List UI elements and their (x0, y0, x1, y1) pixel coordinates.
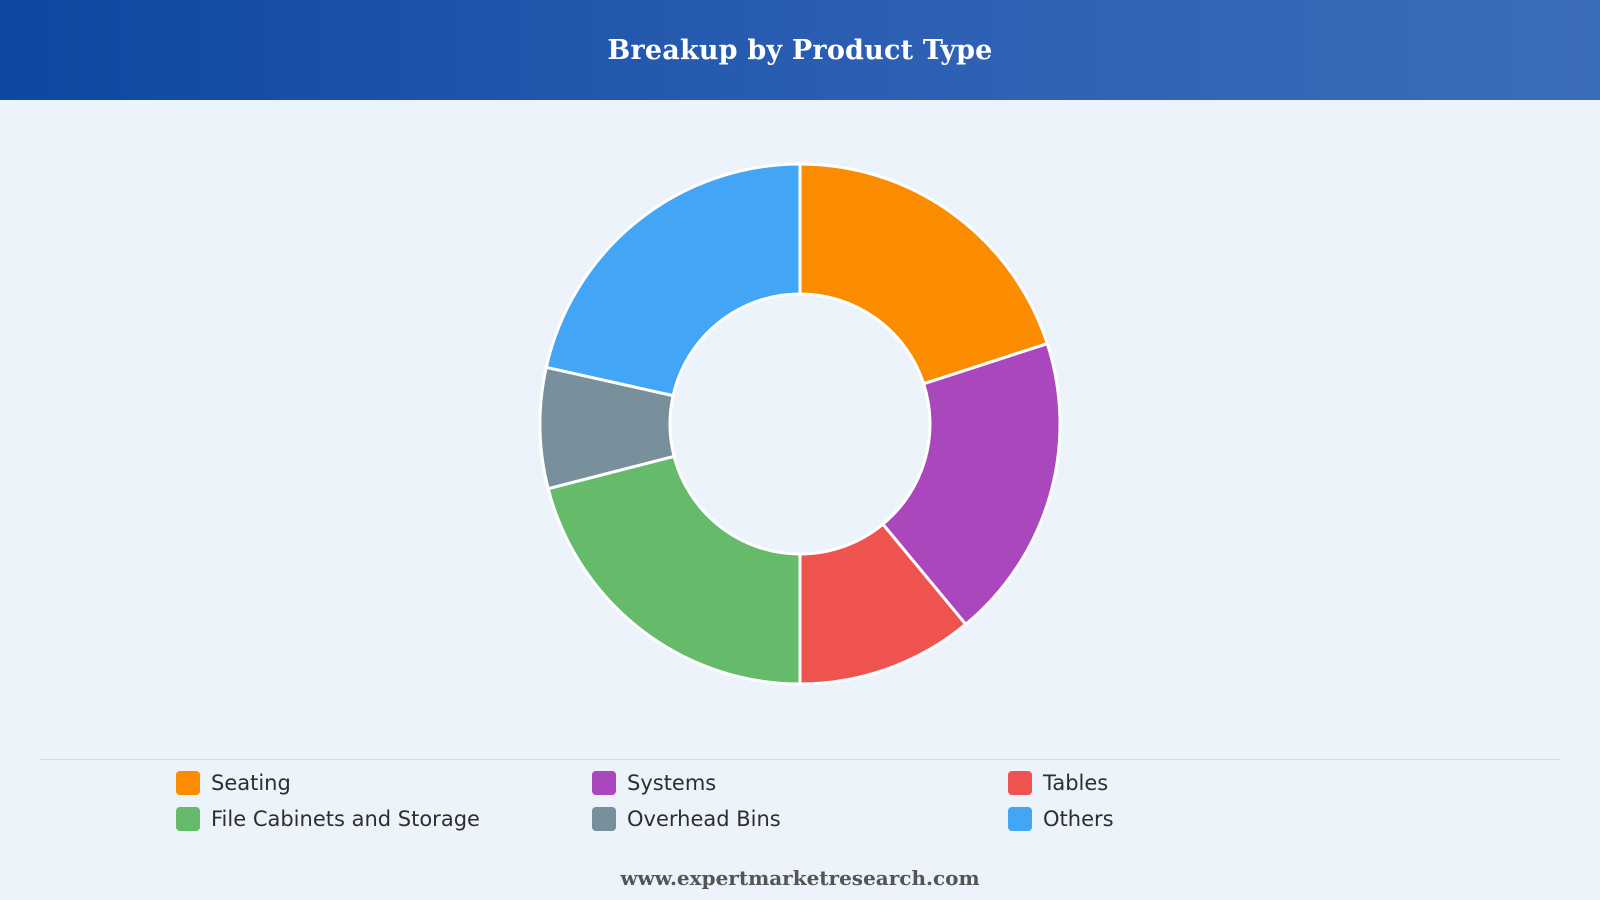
chart-header: Breakup by Product Type (0, 0, 1600, 100)
legend-item-others[interactable]: Others (1008, 806, 1424, 831)
legend-label: Overhead Bins (627, 806, 781, 831)
donut-chart (538, 162, 1062, 686)
legend-label: Systems (627, 770, 717, 795)
legend-divider (40, 759, 1560, 760)
legend-label: File Cabinets and Storage (211, 806, 480, 831)
footer-source-url: www.expertmarketresearch.com (620, 866, 980, 890)
slice-others[interactable] (544, 162, 802, 398)
legend-swatch (1008, 806, 1032, 831)
legend-label: Others (1043, 806, 1114, 831)
legend-item-tables[interactable]: Tables (1008, 770, 1424, 795)
legend-item-file-cabinets-and-storage[interactable]: File Cabinets and Storage (176, 806, 592, 831)
legend-item-systems[interactable]: Systems (592, 770, 1008, 795)
legend-swatch (592, 806, 616, 831)
slice-seating[interactable] (798, 162, 1049, 386)
chart-legend: Seating Systems Tables File Cabinets and St… (176, 770, 1436, 831)
legend-label: Seating (211, 770, 291, 795)
legend-swatch (1008, 770, 1032, 795)
legend-label: Tables (1043, 770, 1109, 795)
legend-item-overhead-bins[interactable]: Overhead Bins (592, 806, 1008, 831)
slice-file-cabinets-and-storage[interactable] (546, 454, 802, 686)
legend-swatch (176, 770, 200, 795)
slice-systems[interactable] (881, 342, 1062, 626)
legend-swatch (592, 770, 616, 795)
chart-title: Breakup by Product Type (607, 34, 993, 66)
legend-swatch (176, 806, 200, 831)
legend-item-seating[interactable]: Seating (176, 770, 592, 795)
